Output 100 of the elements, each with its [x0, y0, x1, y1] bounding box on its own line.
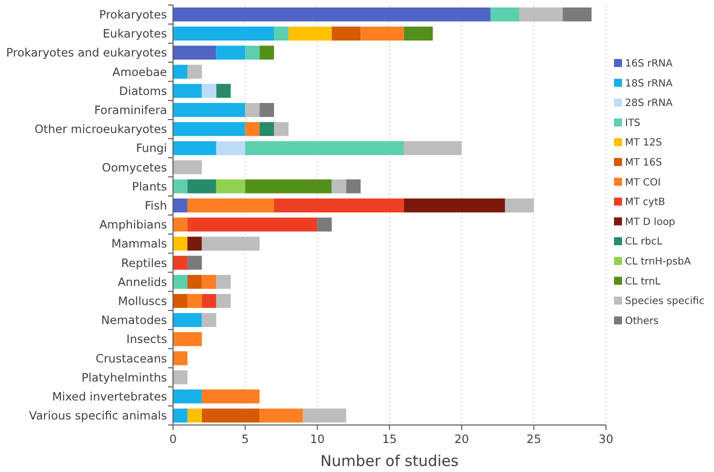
bar — [173, 294, 188, 308]
x-tick-label: 15 — [382, 432, 397, 446]
bar — [274, 122, 288, 136]
bar — [202, 408, 260, 423]
bar — [302, 408, 346, 423]
y-tick-label: Fungi — [136, 141, 167, 156]
bar — [216, 46, 246, 60]
bar — [245, 102, 260, 117]
y-tick-label: Nematodes — [101, 313, 168, 328]
bar — [173, 179, 188, 194]
x-tick-label: 20 — [454, 432, 469, 446]
bar — [202, 294, 216, 308]
bar — [245, 141, 404, 156]
bar — [260, 122, 274, 136]
bar — [202, 236, 260, 251]
bar — [173, 313, 202, 328]
bar — [173, 122, 246, 136]
bar — [288, 26, 332, 41]
bar — [317, 218, 332, 232]
bar — [173, 274, 188, 289]
legend-label: CL trnL — [625, 276, 661, 288]
bar — [187, 408, 202, 423]
y-tick-label: Reptiles — [121, 256, 167, 270]
bar — [173, 370, 188, 384]
bar — [187, 274, 202, 289]
bar — [173, 198, 188, 212]
bar — [202, 274, 216, 289]
x-axis-title: Number of studies — [320, 452, 459, 470]
bar — [360, 26, 404, 41]
bar — [404, 26, 433, 41]
legend-label: MT COI — [625, 177, 661, 188]
y-tick-label: Various specific animals — [29, 408, 167, 423]
bar — [173, 218, 188, 232]
bar — [216, 84, 231, 98]
y-tick-label: Amoebae — [112, 64, 167, 79]
legend-label: MT D loop — [625, 216, 676, 228]
y-tick-label: Prokaryotes and eukaryotes — [6, 46, 168, 60]
x-tick-label: 30 — [598, 432, 614, 446]
bar — [404, 198, 505, 212]
bar — [245, 179, 332, 194]
x-tick-label: 5 — [242, 432, 249, 446]
bar — [173, 256, 188, 270]
bar — [519, 7, 563, 22]
y-tick-label: Mammals — [111, 236, 168, 251]
legend-label: ITS — [625, 118, 640, 129]
bar — [346, 179, 361, 194]
legend-label: 18S rRNA — [625, 78, 673, 90]
y-tick-label: Molluscs — [118, 294, 167, 308]
bar — [173, 46, 216, 60]
bar — [173, 389, 202, 404]
y-tick-label: Mixed invertebrates — [52, 389, 167, 404]
y-tick-label: Annelids — [118, 274, 168, 289]
bar — [173, 236, 188, 251]
bar — [332, 179, 346, 194]
bar — [173, 141, 216, 156]
bar — [187, 294, 202, 308]
y-tick-label: Prokaryotes — [99, 7, 167, 22]
x-tick-label: 10 — [310, 432, 325, 446]
bar — [173, 84, 202, 98]
bar — [274, 26, 288, 41]
bar — [504, 198, 534, 212]
bar — [173, 160, 202, 174]
bar — [202, 313, 216, 328]
bar — [216, 274, 231, 289]
y-tick-label: Fish — [144, 198, 167, 212]
legend-label: Others — [625, 316, 659, 327]
bar — [187, 179, 216, 194]
bar — [187, 236, 202, 251]
y-tick-label: Platyhelminths — [81, 370, 168, 384]
y-tick-label: Foraminifera — [94, 102, 167, 117]
y-tick-label: Amphibians — [99, 218, 167, 232]
bar — [404, 141, 462, 156]
bar — [202, 84, 216, 98]
y-tick-label: Plants — [132, 179, 168, 194]
bar — [202, 389, 260, 404]
legend-label: MT 12S — [625, 138, 662, 149]
bar — [173, 64, 188, 79]
bar — [173, 351, 188, 366]
bar — [187, 198, 274, 212]
bar — [490, 7, 520, 22]
legend-label: MT 16S — [625, 158, 662, 168]
bar — [173, 102, 246, 117]
bar — [260, 408, 303, 423]
bar — [173, 26, 274, 41]
y-tick-label: Insects — [126, 332, 167, 346]
bar — [245, 122, 260, 136]
bar — [260, 102, 274, 117]
y-tick-label: Other microeukaryotes — [34, 122, 167, 136]
y-tick-label: Diatoms — [119, 84, 167, 98]
legend-label: 28S rRNA — [625, 98, 673, 110]
legend-label: 16S rRNA — [625, 58, 673, 70]
bar — [187, 218, 318, 232]
legend-label: MT cytB — [625, 197, 666, 208]
bar — [216, 179, 246, 194]
legend-label: Species specific — [625, 296, 704, 308]
y-tick-label: Eukaryotes — [102, 26, 167, 41]
bar — [562, 7, 592, 22]
bar — [216, 141, 246, 156]
y-tick-label: Oomycetes — [102, 160, 167, 174]
bar — [173, 7, 491, 22]
